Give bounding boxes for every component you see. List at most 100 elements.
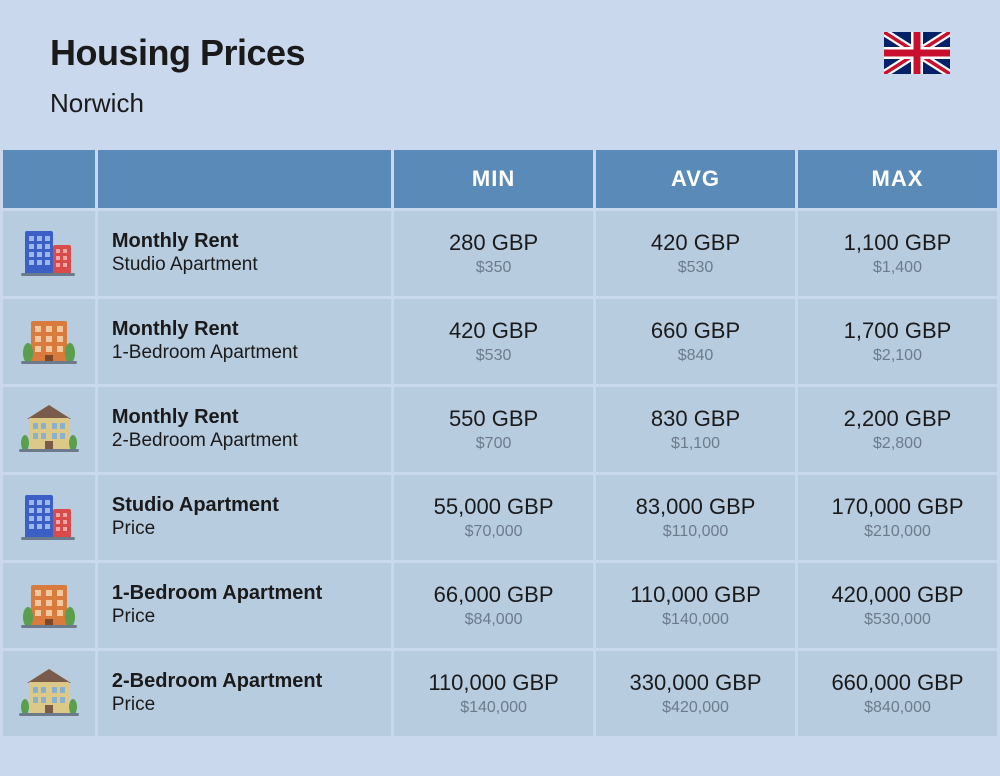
max-value: 2,200 GBP <box>808 406 987 432</box>
avg-value-usd: $1,100 <box>606 435 785 453</box>
building-blue-icon <box>19 225 79 277</box>
avg-cell: 830 GBP $1,100 <box>596 387 795 472</box>
row-title: Monthly Rent <box>112 405 381 429</box>
page-subtitle: Norwich <box>50 88 950 119</box>
avg-value-usd: $110,000 <box>606 523 785 541</box>
min-value-usd: $84,000 <box>404 611 583 629</box>
min-value-usd: $350 <box>404 259 583 277</box>
uk-flag-icon <box>884 32 950 74</box>
row-subtitle: Studio Apartment <box>112 253 381 278</box>
avg-value: 830 GBP <box>606 406 785 432</box>
table-row: Monthly Rent 1-Bedroom Apartment 420 GBP… <box>3 299 997 384</box>
row-icon-cell <box>3 475 95 560</box>
max-value-usd: $530,000 <box>808 611 987 629</box>
pricing-table: MIN AVG MAX Monthly Rent Studio Apartmen… <box>0 147 1000 739</box>
row-subtitle: Price <box>112 693 381 718</box>
row-icon-cell <box>3 387 95 472</box>
row-subtitle: Price <box>112 517 381 542</box>
avg-cell: 330,000 GBP $420,000 <box>596 651 795 736</box>
column-header-avg: AVG <box>596 150 795 208</box>
avg-value: 330,000 GBP <box>606 670 785 696</box>
min-value-usd: $530 <box>404 347 583 365</box>
min-value: 280 GBP <box>404 230 583 256</box>
row-title: Studio Apartment <box>112 493 381 517</box>
max-value: 660,000 GBP <box>808 670 987 696</box>
row-subtitle: Price <box>112 605 381 630</box>
table-header-row: MIN AVG MAX <box>3 150 997 208</box>
building-blue-icon <box>19 489 79 541</box>
max-cell: 420,000 GBP $530,000 <box>798 563 997 648</box>
avg-cell: 420 GBP $530 <box>596 211 795 296</box>
max-value: 170,000 GBP <box>808 494 987 520</box>
min-value-usd: $140,000 <box>404 699 583 717</box>
min-cell: 55,000 GBP $70,000 <box>394 475 593 560</box>
page-header: Housing Prices Norwich <box>0 0 1000 147</box>
min-cell: 110,000 GBP $140,000 <box>394 651 593 736</box>
building-orange-icon <box>19 313 79 365</box>
row-label-cell: Monthly Rent 2-Bedroom Apartment <box>98 387 391 472</box>
max-value-usd: $2,800 <box>808 435 987 453</box>
max-value-usd: $840,000 <box>808 699 987 717</box>
max-value: 420,000 GBP <box>808 582 987 608</box>
avg-value: 420 GBP <box>606 230 785 256</box>
table-row: Studio Apartment Price 55,000 GBP $70,00… <box>3 475 997 560</box>
min-value: 110,000 GBP <box>404 670 583 696</box>
min-value-usd: $70,000 <box>404 523 583 541</box>
avg-value-usd: $420,000 <box>606 699 785 717</box>
min-cell: 550 GBP $700 <box>394 387 593 472</box>
row-label-cell: Monthly Rent Studio Apartment <box>98 211 391 296</box>
min-cell: 420 GBP $530 <box>394 299 593 384</box>
header-blank-icon <box>3 150 95 208</box>
min-cell: 280 GBP $350 <box>394 211 593 296</box>
row-label-cell: 2-Bedroom Apartment Price <box>98 651 391 736</box>
row-label-cell: Studio Apartment Price <box>98 475 391 560</box>
avg-cell: 83,000 GBP $110,000 <box>596 475 795 560</box>
min-value-usd: $700 <box>404 435 583 453</box>
table-row: 1-Bedroom Apartment Price 66,000 GBP $84… <box>3 563 997 648</box>
row-icon-cell <box>3 563 95 648</box>
avg-cell: 110,000 GBP $140,000 <box>596 563 795 648</box>
max-value-usd: $210,000 <box>808 523 987 541</box>
table-row: Monthly Rent 2-Bedroom Apartment 550 GBP… <box>3 387 997 472</box>
avg-value-usd: $140,000 <box>606 611 785 629</box>
max-cell: 2,200 GBP $2,800 <box>798 387 997 472</box>
column-header-max: MAX <box>798 150 997 208</box>
avg-value: 660 GBP <box>606 318 785 344</box>
header-blank-label <box>98 150 391 208</box>
min-value: 66,000 GBP <box>404 582 583 608</box>
row-title: Monthly Rent <box>112 229 381 253</box>
building-house-icon <box>19 665 79 717</box>
max-cell: 1,100 GBP $1,400 <box>798 211 997 296</box>
row-label-cell: 1-Bedroom Apartment Price <box>98 563 391 648</box>
min-value: 550 GBP <box>404 406 583 432</box>
column-header-min: MIN <box>394 150 593 208</box>
row-title: Monthly Rent <box>112 317 381 341</box>
max-cell: 170,000 GBP $210,000 <box>798 475 997 560</box>
avg-value: 110,000 GBP <box>606 582 785 608</box>
avg-cell: 660 GBP $840 <box>596 299 795 384</box>
table-row: Monthly Rent Studio Apartment 280 GBP $3… <box>3 211 997 296</box>
row-title: 1-Bedroom Apartment <box>112 581 381 605</box>
max-value: 1,700 GBP <box>808 318 987 344</box>
table-row: 2-Bedroom Apartment Price 110,000 GBP $1… <box>3 651 997 736</box>
row-icon-cell <box>3 651 95 736</box>
row-subtitle: 1-Bedroom Apartment <box>112 341 381 366</box>
building-orange-icon <box>19 577 79 629</box>
min-value: 55,000 GBP <box>404 494 583 520</box>
avg-value: 83,000 GBP <box>606 494 785 520</box>
row-subtitle: 2-Bedroom Apartment <box>112 429 381 454</box>
max-cell: 660,000 GBP $840,000 <box>798 651 997 736</box>
row-title: 2-Bedroom Apartment <box>112 669 381 693</box>
row-label-cell: Monthly Rent 1-Bedroom Apartment <box>98 299 391 384</box>
page-title: Housing Prices <box>50 32 950 74</box>
row-icon-cell <box>3 211 95 296</box>
avg-value-usd: $530 <box>606 259 785 277</box>
avg-value-usd: $840 <box>606 347 785 365</box>
max-value: 1,100 GBP <box>808 230 987 256</box>
max-cell: 1,700 GBP $2,100 <box>798 299 997 384</box>
max-value-usd: $1,400 <box>808 259 987 277</box>
max-value-usd: $2,100 <box>808 347 987 365</box>
building-house-icon <box>19 401 79 453</box>
row-icon-cell <box>3 299 95 384</box>
min-cell: 66,000 GBP $84,000 <box>394 563 593 648</box>
